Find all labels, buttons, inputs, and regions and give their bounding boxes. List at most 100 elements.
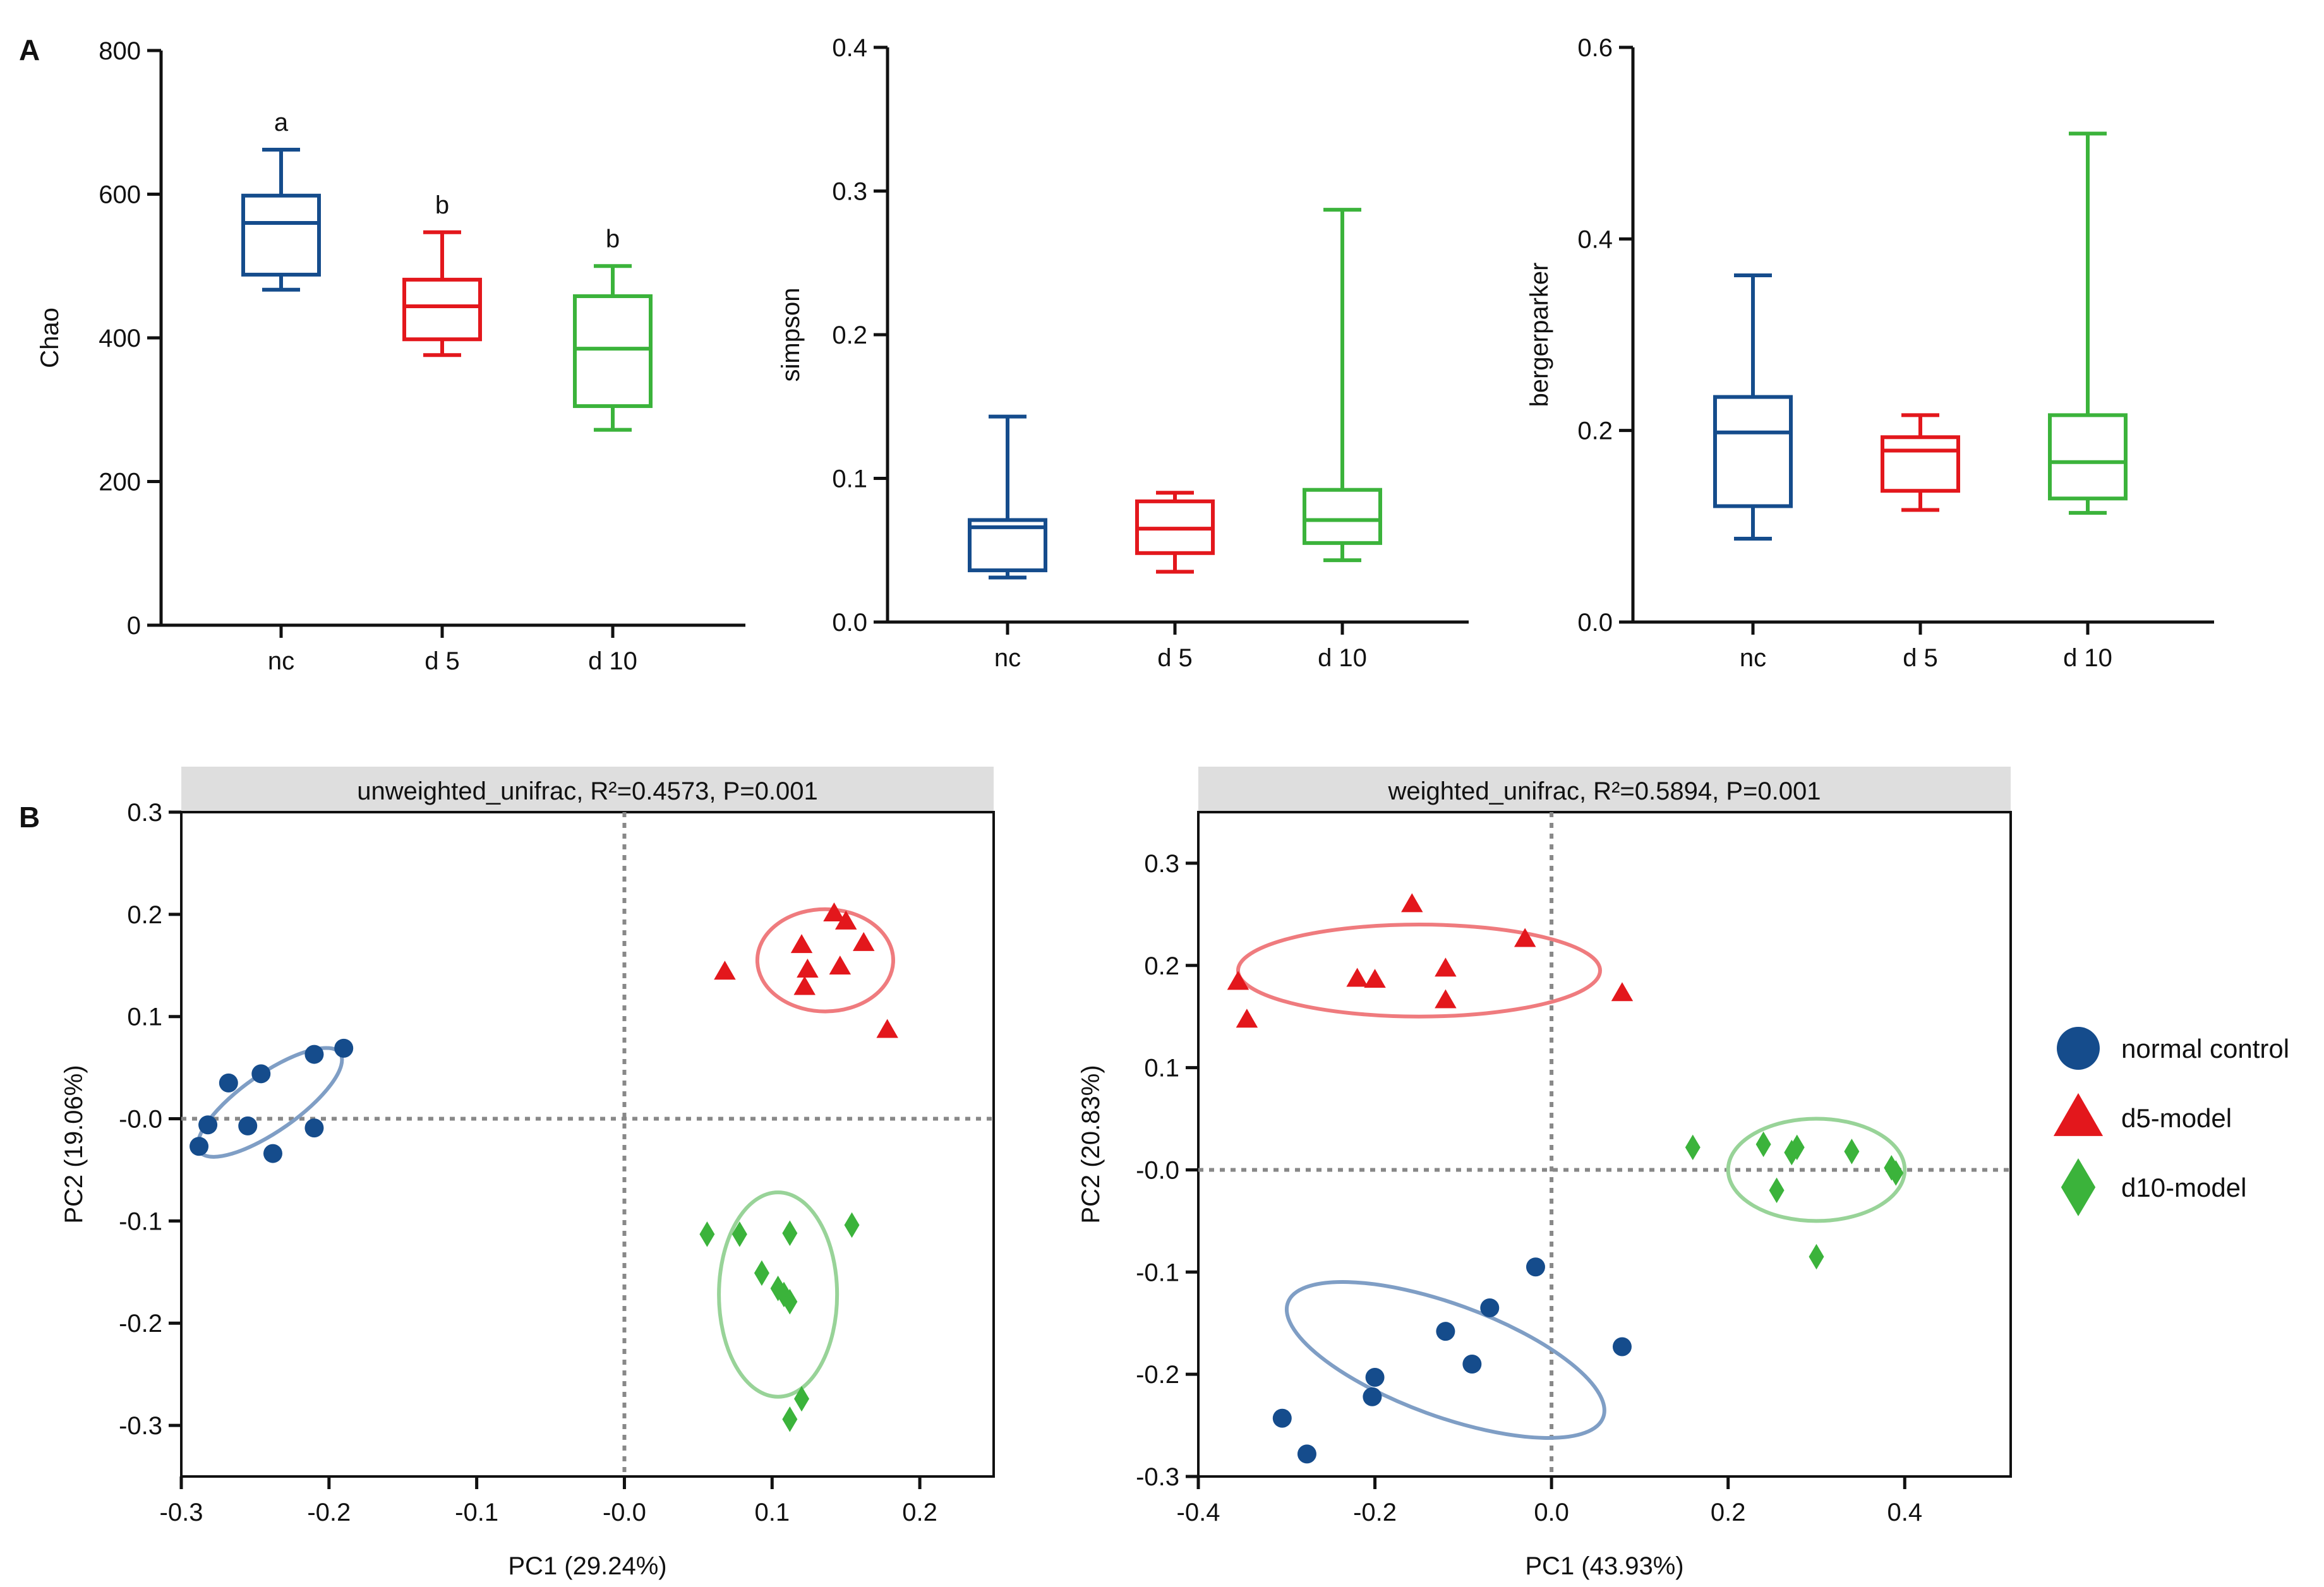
iqr-box: [1713, 395, 1793, 508]
data-point-circle: [304, 1045, 324, 1064]
data-point-circle: [190, 1137, 209, 1156]
y-tick-label: 0.3: [1144, 850, 1179, 878]
x-tick-label: nc: [268, 647, 294, 675]
y-tick-label: -0.3: [1136, 1463, 1179, 1491]
unweighted-title-strip: [181, 767, 994, 812]
weighted-title: weighted_unifrac, R²=0.5894, P=0.001: [1388, 777, 1821, 805]
y-tick-label: 0.3: [832, 178, 867, 206]
iqr-box: [241, 193, 321, 277]
iqr-box: [2048, 413, 2128, 501]
y-axis-label: PC2 (20.83%): [1077, 1065, 1105, 1223]
x-tick-label: nc: [1740, 644, 1766, 672]
bergerparker-boxplot: 0.0 0.2 0.4 0.6 bergerparker nc d 5 d 10: [1526, 34, 2214, 672]
x-tick-label: d 10: [2063, 644, 2112, 672]
panel-label-a: A: [19, 33, 40, 66]
iqr-box: [968, 518, 1047, 573]
data-point-diamond: [1809, 1243, 1824, 1270]
data-point-diamond: [782, 1288, 798, 1315]
x-axis-label: PC1 (43.93%): [1525, 1552, 1683, 1580]
legend-marker-circle: [2057, 1027, 2100, 1070]
legend-label: normal control: [2121, 1034, 2289, 1063]
box-1: [1135, 491, 1215, 574]
box-0: [241, 147, 321, 292]
y-tick-label: -0.1: [119, 1207, 162, 1235]
box-0: [968, 414, 1047, 580]
y-tick-label: -0.1: [1136, 1259, 1179, 1286]
simpson-boxplot: 0.0 0.1 0.2 0.3 0.4 simpson nc d 5 d 10: [777, 34, 1469, 672]
confidence-ellipse-0: [1284, 1280, 1606, 1440]
data-point-triangle: [852, 931, 875, 951]
y-axis-label: bergerparker: [1526, 262, 1553, 407]
data-point-triangle: [1611, 982, 1634, 1002]
legend-label: d10-model: [2121, 1173, 2246, 1202]
data-point-triangle: [1401, 893, 1423, 913]
x-tick-label: nc: [994, 644, 1021, 672]
data-point-triangle: [1514, 928, 1536, 947]
data-point-triangle: [797, 958, 819, 978]
unweighted-unifrac-pcoa: unweighted_unifrac, R²=0.4573, P=0.001 -…: [60, 767, 995, 1580]
data-point-circle: [219, 1073, 238, 1093]
data-point-diamond: [699, 1221, 715, 1247]
x-tick-label: -0.1: [455, 1499, 498, 1526]
panel-label-b: B: [19, 801, 40, 834]
data-point-diamond: [1769, 1177, 1785, 1204]
y-axis-label: Chao: [36, 308, 64, 368]
x-tick-label: 0.2: [902, 1499, 937, 1526]
x-tick-label: d 5: [1157, 644, 1193, 672]
y-tick-label: 0.2: [1144, 952, 1179, 980]
y-tick-label: 0.2: [1577, 417, 1613, 445]
chao-boxplot: 0 200 400 600 800 Chao nc a d 5 b d 10 b: [36, 37, 745, 675]
data-point-triangle: [1364, 969, 1386, 988]
data-point-diamond: [1685, 1134, 1701, 1161]
iqr-box: [573, 294, 653, 409]
iqr-box: [402, 277, 482, 342]
legend: normal control d5-model d10-model: [2053, 1027, 2289, 1216]
unweighted-title: unweighted_unifrac, R²=0.4573, P=0.001: [357, 777, 817, 805]
data-point-diamond: [1844, 1139, 1860, 1165]
data-point-diamond: [754, 1260, 769, 1286]
data-point-circle: [263, 1144, 282, 1163]
data-point-triangle: [829, 955, 852, 975]
data-point-diamond: [1888, 1160, 1904, 1186]
y-tick-label: 0.3: [127, 799, 162, 827]
y-tick-label: 0: [127, 612, 141, 640]
data-point-circle: [1365, 1368, 1385, 1387]
box-2: [1303, 208, 1382, 563]
data-point-triangle: [1236, 1009, 1258, 1028]
x-tick-label: 0.0: [1534, 1499, 1569, 1526]
y-tick-label: 0.0: [1577, 609, 1613, 637]
x-tick-label: d 10: [1318, 644, 1367, 672]
x-tick-label: -0.4: [1177, 1499, 1220, 1526]
data-point-diamond: [844, 1212, 860, 1238]
data-point-circle: [251, 1064, 271, 1084]
data-point-circle: [1462, 1354, 1482, 1374]
data-point-circle: [1297, 1444, 1316, 1464]
data-point-diamond: [794, 1386, 810, 1412]
y-tick-label: -0.0: [1136, 1156, 1179, 1184]
x-tick-label: d 5: [1903, 644, 1938, 672]
data-point-circle: [1363, 1387, 1382, 1406]
data-point-triangle: [876, 1019, 898, 1038]
y-tick-label: 0.0: [832, 609, 867, 637]
x-tick-label: 0.4: [1887, 1499, 1922, 1526]
y-tick-label: 0.6: [1577, 34, 1613, 62]
weighted-unifrac-pcoa: weighted_unifrac, R²=0.5894, P=0.001 -0.…: [1077, 767, 2012, 1580]
y-tick-label: 0.4: [832, 34, 867, 62]
y-tick-label: 400: [99, 325, 141, 352]
data-point-diamond: [732, 1221, 747, 1247]
significance-letter: a: [274, 109, 289, 136]
significance-letter: b: [606, 225, 620, 253]
data-point-circle: [1272, 1408, 1292, 1428]
weighted-title-strip: [1198, 767, 2011, 812]
confidence-ellipse-2: [717, 1190, 840, 1399]
iqr-box: [1303, 488, 1382, 545]
x-axis-label: PC1 (29.24%): [508, 1552, 666, 1580]
x-tick-label: 0.1: [754, 1499, 790, 1526]
data-point-circle: [304, 1118, 324, 1138]
y-tick-label: 0.1: [832, 465, 867, 493]
x-tick-label: d 10: [588, 647, 637, 675]
data-point-diamond: [782, 1406, 798, 1432]
y-tick-label: -0.0: [119, 1106, 162, 1134]
data-point-triangle: [1227, 971, 1249, 990]
